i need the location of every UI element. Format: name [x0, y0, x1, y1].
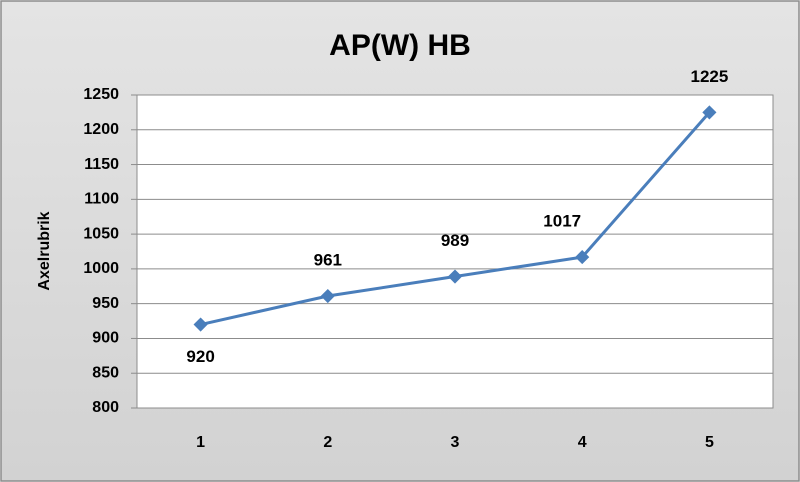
y-tick-label: 1100	[84, 191, 119, 208]
x-tick-label: 3	[451, 434, 460, 451]
chart-title: AP(W) HB	[329, 29, 471, 62]
y-tick-label: 950	[92, 295, 119, 312]
x-tick-label: 1	[196, 434, 205, 451]
y-tick-label: 850	[92, 364, 119, 381]
data-point	[702, 105, 717, 120]
x-tick-label: 4	[578, 434, 587, 451]
data-label: 1225	[690, 67, 728, 86]
data-label: 1017	[543, 212, 581, 231]
data-label: 989	[441, 231, 469, 250]
data-point	[320, 288, 335, 304]
plot-area	[136, 94, 774, 409]
y-tick-label: 1200	[83, 121, 119, 138]
x-tick-label: 5	[705, 434, 714, 451]
x-tick-label: 2	[323, 434, 332, 451]
data-label: 961	[314, 250, 342, 269]
data-point	[447, 269, 463, 284]
y-axis-label: Axelrubrik	[36, 211, 53, 290]
y-tick-label: 900	[92, 330, 119, 347]
y-tick-label: 800	[92, 399, 119, 416]
y-tick-label: 1050	[83, 225, 119, 242]
y-tick-label: 1000	[83, 260, 119, 277]
y-tick-label: 1250	[83, 86, 119, 103]
data-point	[575, 249, 590, 265]
data-point	[193, 317, 208, 332]
y-tick-label: 1150	[84, 156, 119, 173]
data-label: 920	[186, 347, 214, 366]
